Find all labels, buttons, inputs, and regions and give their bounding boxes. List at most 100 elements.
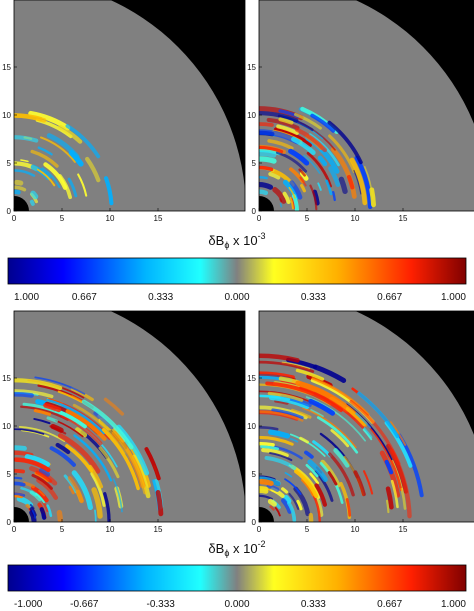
wave-band bbox=[309, 184, 318, 211]
wave-band bbox=[34, 376, 86, 395]
wave-band bbox=[36, 478, 59, 500]
x-tick-label: 0 bbox=[257, 525, 262, 534]
wave-band bbox=[338, 176, 348, 195]
wave-band bbox=[14, 391, 34, 398]
wave-band bbox=[268, 429, 291, 439]
wave-band bbox=[46, 504, 53, 517]
wave-band bbox=[35, 470, 53, 483]
colorbar-title: δBϕ x 10-2 bbox=[208, 539, 265, 558]
wave-band bbox=[65, 409, 107, 441]
wave-band bbox=[264, 456, 297, 471]
y-tick-label: 10 bbox=[247, 111, 256, 120]
inner-boundary bbox=[259, 507, 274, 522]
multiplier: x 10 bbox=[229, 541, 257, 556]
y-tick-label: 0 bbox=[252, 518, 257, 527]
domain bbox=[14, 311, 245, 522]
colorbar-tick-label: -0.667 bbox=[70, 599, 99, 610]
wave-band bbox=[58, 124, 83, 144]
wave-band bbox=[307, 459, 328, 483]
wave-band bbox=[259, 156, 277, 164]
x-tick-label: 15 bbox=[154, 214, 163, 223]
wave-band bbox=[112, 478, 123, 513]
wave-band bbox=[71, 470, 93, 511]
wave-band bbox=[327, 471, 338, 486]
wave-band bbox=[267, 139, 294, 150]
wave-band bbox=[46, 398, 106, 435]
wave-band bbox=[38, 489, 46, 497]
colorbar-scale bbox=[7, 564, 467, 592]
wave-band bbox=[273, 127, 312, 148]
wave-band bbox=[289, 437, 299, 443]
x-tick-label: 15 bbox=[399, 525, 408, 534]
wave-band bbox=[259, 181, 274, 190]
wave-band bbox=[94, 509, 97, 522]
wave-band bbox=[314, 470, 334, 502]
wave-band bbox=[93, 411, 114, 430]
wave-band bbox=[290, 197, 297, 209]
wave-band bbox=[265, 381, 344, 412]
wave-band bbox=[90, 472, 106, 507]
x-tick-label: 5 bbox=[60, 525, 65, 534]
wave-band bbox=[349, 157, 368, 206]
colorbar: δBϕ x 10-3 1.000 0.667 0.333 0.000 0.333 0.667… bbox=[7, 231, 466, 303]
wave-band bbox=[259, 478, 274, 486]
subscript: ϕ bbox=[224, 240, 229, 250]
y-tick-label: 5 bbox=[252, 470, 257, 479]
wave-band bbox=[281, 498, 293, 514]
exponent: -3 bbox=[258, 231, 266, 241]
wave-band bbox=[144, 447, 161, 481]
wave-band bbox=[289, 196, 294, 210]
wave-band bbox=[284, 478, 302, 495]
panel: 0 5 10 15 0 5 10 15 bbox=[2, 0, 246, 223]
wave-band bbox=[310, 409, 324, 418]
colorbar-tick-label: 0.333 bbox=[301, 292, 326, 303]
wave-band bbox=[274, 399, 289, 405]
wave-band bbox=[276, 124, 299, 135]
wave-band bbox=[260, 445, 279, 451]
wave-band bbox=[328, 452, 355, 497]
wave-band bbox=[295, 368, 325, 381]
wave-band bbox=[14, 179, 24, 186]
wave-band bbox=[259, 435, 294, 446]
y-tick-label: 15 bbox=[2, 63, 11, 72]
wave-band bbox=[312, 364, 347, 383]
colorbar-tick-label: 0.333 bbox=[148, 292, 173, 303]
wave-band bbox=[349, 399, 401, 466]
wave-band bbox=[302, 407, 357, 449]
wave-band bbox=[259, 441, 275, 447]
y-tick-label: 10 bbox=[2, 422, 11, 431]
colorbar-tick-label: 1.000 bbox=[14, 292, 39, 303]
wave-band bbox=[55, 442, 71, 455]
wave-band bbox=[312, 189, 320, 206]
colorbar-tick-label: 0.667 bbox=[72, 292, 97, 303]
wave-band bbox=[296, 499, 303, 511]
wave-band bbox=[330, 147, 357, 199]
wave-band bbox=[68, 149, 84, 167]
wave-band bbox=[314, 483, 328, 507]
wave-band bbox=[37, 146, 53, 156]
wave-band bbox=[345, 407, 367, 427]
wave-band bbox=[294, 127, 327, 153]
wave-band bbox=[274, 507, 281, 517]
wave-band bbox=[56, 509, 63, 522]
wave-band bbox=[300, 478, 315, 497]
wave-band bbox=[116, 424, 150, 476]
y-tick-label: 0 bbox=[7, 207, 12, 216]
x-tick-label: 5 bbox=[305, 214, 310, 223]
wave-band bbox=[332, 191, 336, 202]
colorbar-tick-label: 0.333 bbox=[301, 599, 326, 610]
wave-band bbox=[46, 416, 58, 423]
y-tick-label: 10 bbox=[247, 422, 256, 431]
wave-band bbox=[20, 159, 29, 163]
wave-band bbox=[327, 120, 363, 165]
wave-band bbox=[38, 467, 51, 477]
x-tick-label: 0 bbox=[257, 214, 262, 223]
x-tick-label: 0 bbox=[12, 214, 17, 223]
panel-frame bbox=[258, 310, 474, 523]
wave-band bbox=[259, 360, 315, 373]
panel-frame bbox=[13, 310, 246, 523]
wave-band bbox=[400, 487, 407, 510]
wave-band bbox=[385, 486, 394, 510]
wave-band bbox=[29, 199, 35, 206]
wave-band bbox=[328, 134, 356, 174]
